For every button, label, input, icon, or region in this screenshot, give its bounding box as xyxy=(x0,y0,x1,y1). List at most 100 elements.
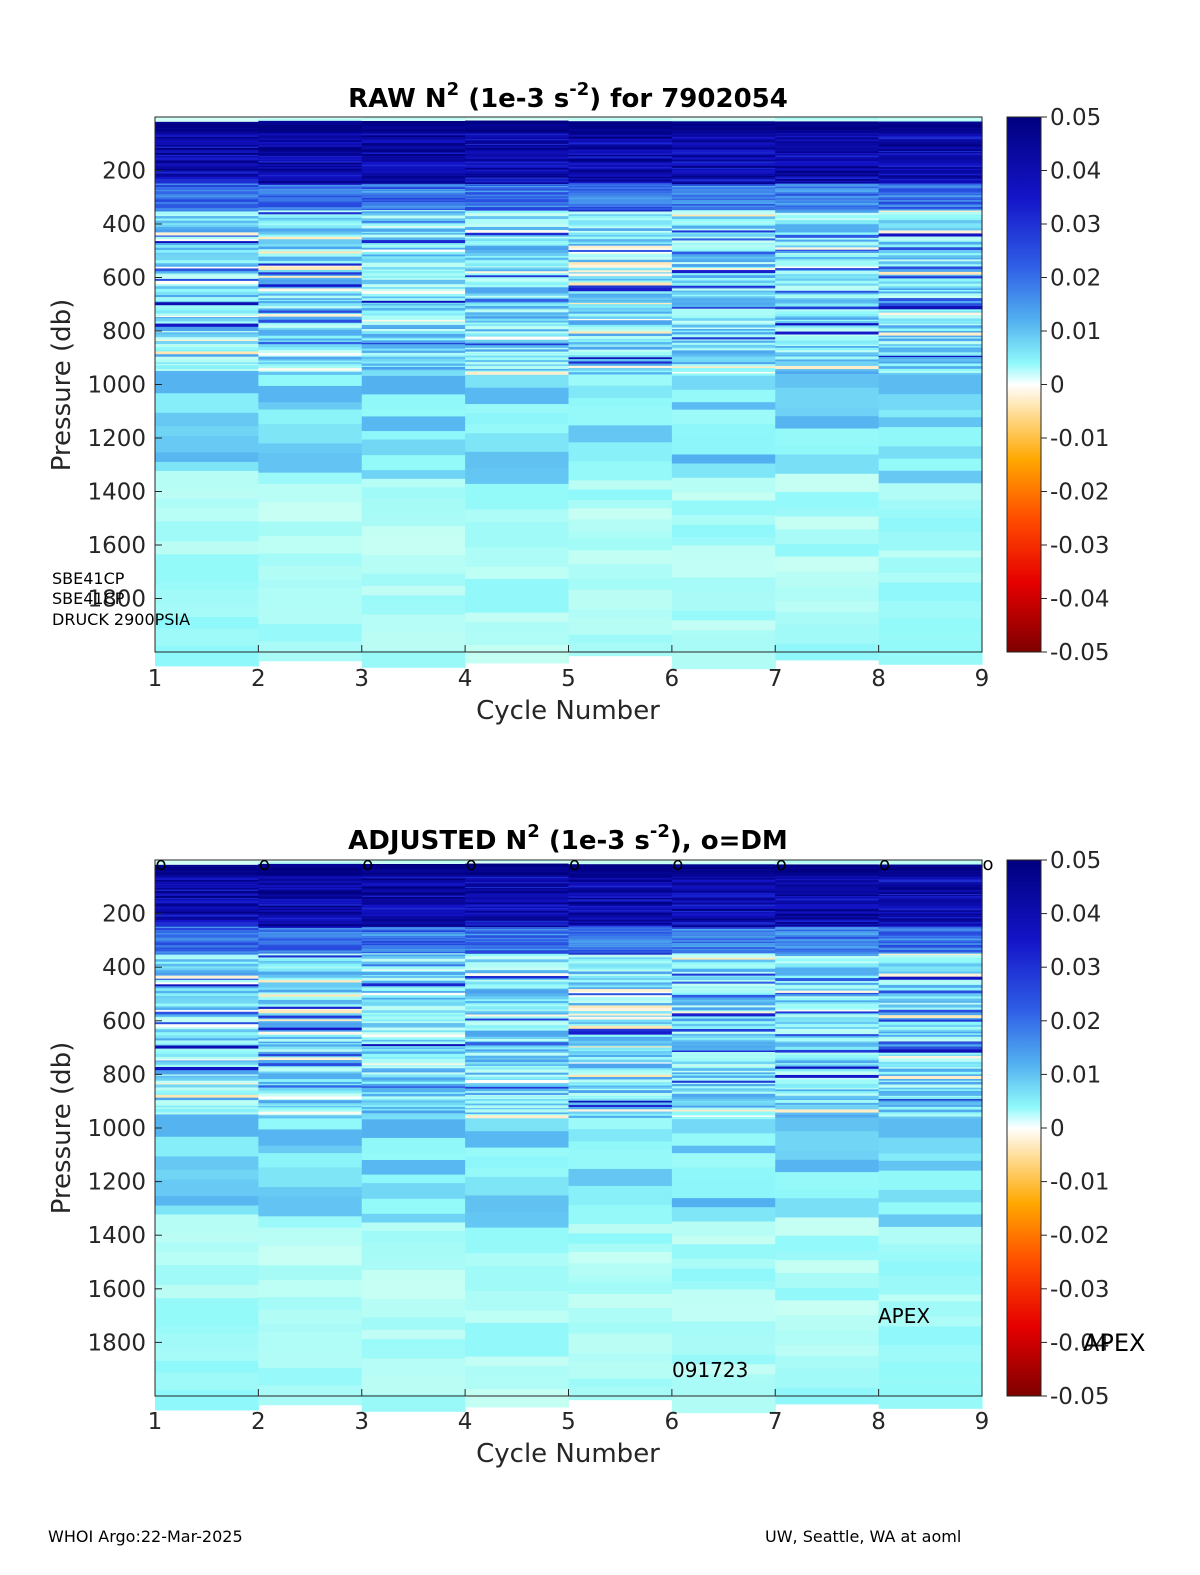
heat-cell xyxy=(465,257,570,261)
heat-cell xyxy=(568,331,673,335)
raw-title: RAW N2 (1e-3 s-2) for 7902054 xyxy=(348,79,788,114)
heat-cell xyxy=(258,362,363,365)
heat-cell xyxy=(465,918,570,920)
heat-cell xyxy=(568,968,673,971)
heat-cell xyxy=(671,221,776,224)
heat-cell xyxy=(155,934,259,937)
heat-cell xyxy=(568,324,673,328)
heat-cell xyxy=(775,121,880,123)
heat-cell xyxy=(361,336,466,339)
heat-cell xyxy=(568,343,673,347)
heat-cell xyxy=(258,140,363,143)
heat-cell xyxy=(775,1330,880,1346)
heat-cell xyxy=(568,215,673,219)
heat-cell xyxy=(361,262,466,266)
heat-cell xyxy=(361,918,466,920)
heat-cell xyxy=(775,298,880,301)
heat-cell xyxy=(568,249,673,253)
heat-cell xyxy=(361,1019,466,1022)
heat-cell xyxy=(155,1011,259,1015)
heat-cell xyxy=(361,189,466,192)
heat-cell xyxy=(775,892,880,894)
heat-cell xyxy=(878,1092,983,1097)
heat-cell xyxy=(775,952,880,955)
heat-cell xyxy=(361,279,466,284)
heat-cell xyxy=(775,876,880,879)
heat-cell xyxy=(465,1024,570,1028)
heat-cell xyxy=(775,369,880,373)
heat-cell xyxy=(878,954,983,959)
heat-cell xyxy=(568,208,673,212)
heat-cell xyxy=(465,186,570,188)
heat-cell xyxy=(568,933,673,936)
heat-cell xyxy=(671,1038,776,1041)
heat-cell xyxy=(878,916,983,920)
heat-cell xyxy=(568,998,673,1002)
heat-cell xyxy=(878,899,983,902)
heat-cell xyxy=(775,151,880,154)
heat-cell xyxy=(671,121,776,124)
heat-cell xyxy=(361,878,466,881)
heat-cell xyxy=(878,148,983,151)
heat-cell xyxy=(361,1358,466,1376)
colorbar-tick-label: -0.05 xyxy=(1050,640,1110,666)
heat-cell xyxy=(878,266,983,270)
heat-cell xyxy=(465,1079,570,1084)
heat-cell xyxy=(568,276,673,280)
heat-cell xyxy=(361,915,466,918)
heat-cell xyxy=(258,565,363,581)
heat-cell xyxy=(155,1117,259,1138)
heat-cell xyxy=(258,119,363,122)
heat-cell xyxy=(671,366,776,369)
heat-cell xyxy=(568,311,673,315)
heat-cell xyxy=(361,1058,466,1062)
heat-cell xyxy=(361,953,466,956)
heat-cell xyxy=(155,1014,259,1017)
heat-cell xyxy=(465,162,570,165)
heat-cell xyxy=(568,1243,673,1253)
heat-cell xyxy=(568,1205,673,1225)
heat-cell xyxy=(568,168,673,171)
heat-cell xyxy=(361,920,466,923)
heat-cell xyxy=(568,985,673,988)
colorbar-tick-label: -0.04 xyxy=(1050,1330,1110,1356)
heat-cell xyxy=(155,200,259,202)
heat-cell xyxy=(361,1010,466,1014)
heat-cell xyxy=(465,137,570,140)
heat-cell xyxy=(361,171,466,174)
raw-xlabel: Cycle Number xyxy=(476,696,660,726)
heat-cell xyxy=(361,358,466,363)
heat-cell xyxy=(465,245,570,249)
heat-cell xyxy=(465,895,570,899)
heat-cell xyxy=(155,1333,259,1350)
heat-cell xyxy=(568,1013,673,1017)
colorbar-tick-label: 0.04 xyxy=(1050,159,1101,185)
heat-cell xyxy=(775,1068,880,1072)
heat-cell xyxy=(155,904,259,907)
heat-cell xyxy=(361,948,466,951)
heat-cell xyxy=(568,130,673,133)
heat-cell xyxy=(878,907,983,910)
heat-cell xyxy=(361,375,466,396)
heat-cell xyxy=(568,1294,673,1309)
heat-cell xyxy=(568,326,673,331)
heat-cell xyxy=(775,1344,880,1357)
heat-cell xyxy=(671,173,776,176)
heat-cell xyxy=(671,981,776,985)
heat-cell xyxy=(878,942,983,944)
heat-cell xyxy=(155,900,259,903)
heat-cell xyxy=(671,916,776,919)
heat-cell xyxy=(258,361,363,363)
heat-cell xyxy=(878,923,983,925)
heat-cell xyxy=(361,143,466,146)
heat-cell xyxy=(878,886,983,889)
heat-cell xyxy=(878,1112,983,1116)
heat-cell xyxy=(361,1241,466,1259)
heat-cell xyxy=(155,935,259,938)
raw-heatmap xyxy=(155,117,983,670)
heat-cell xyxy=(258,1105,363,1108)
heat-cell xyxy=(878,209,983,212)
heat-cell xyxy=(671,1354,776,1365)
heat-cell xyxy=(465,413,570,425)
heat-cell xyxy=(258,165,363,168)
